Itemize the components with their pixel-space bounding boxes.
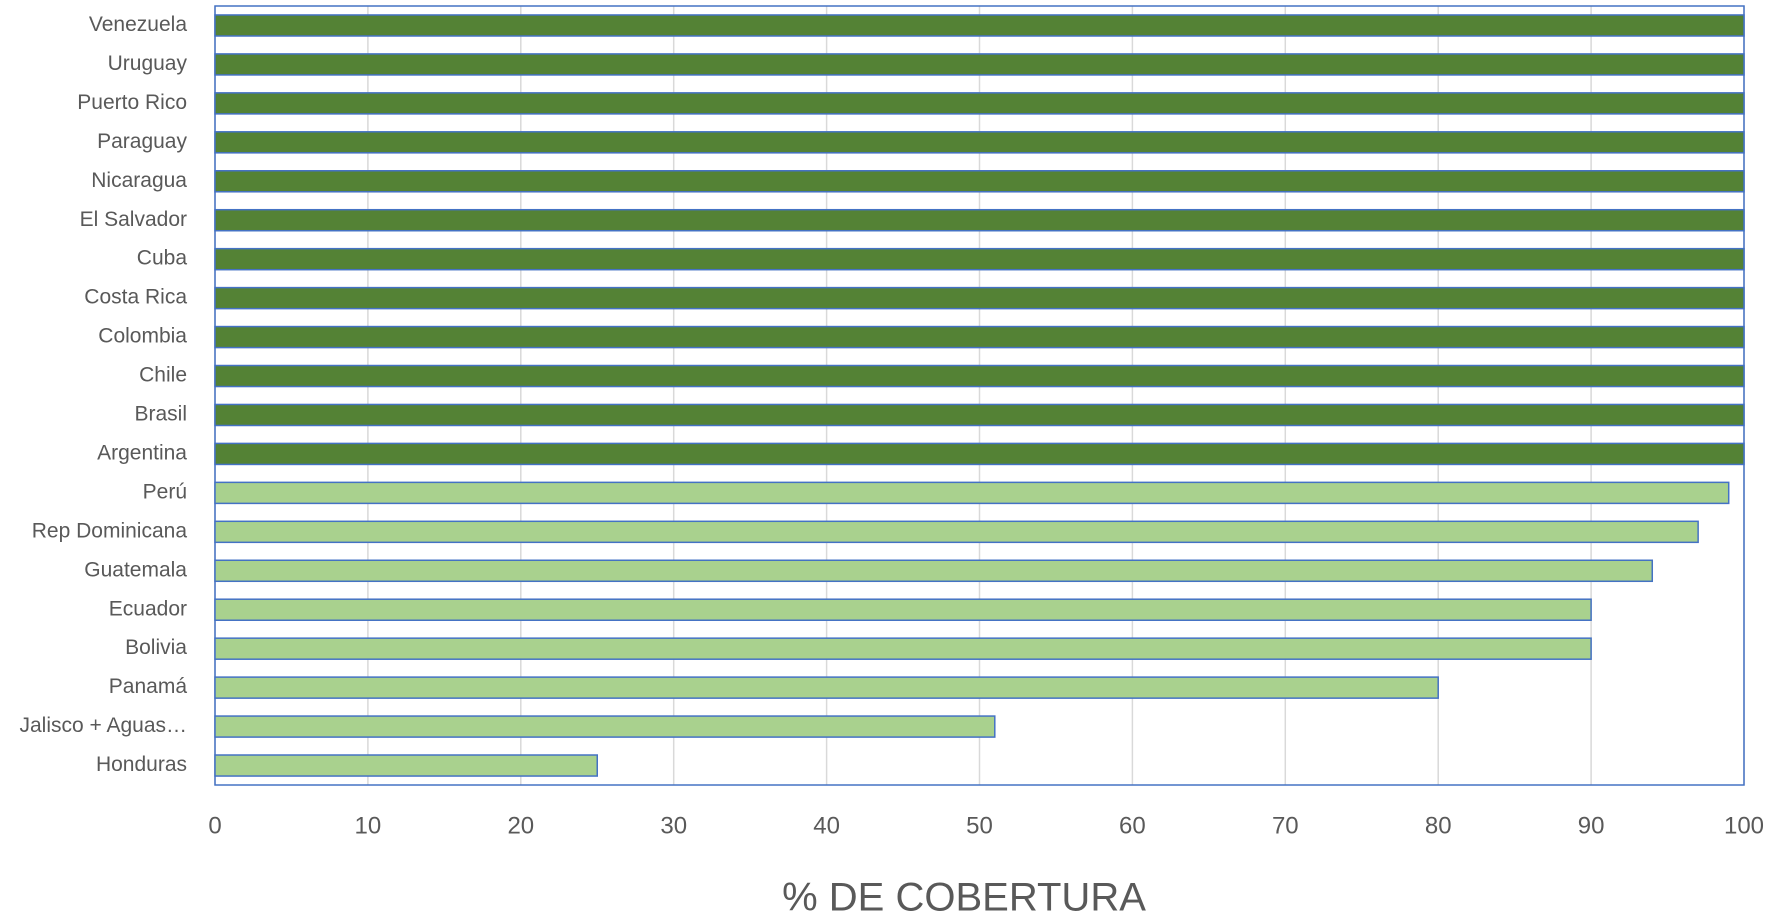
y-tick-label: El Salvador (80, 208, 187, 231)
y-tick-label: Rep Dominicana (32, 519, 188, 542)
y-tick-label: Nicaragua (91, 169, 187, 192)
x-tick-label: 100 (1724, 812, 1764, 839)
y-tick-label: Argentina (97, 441, 187, 464)
bar (214, 286, 1745, 310)
bar (214, 364, 1745, 388)
y-tick-label: Cuba (137, 247, 188, 270)
plot-frame (214, 5, 1745, 786)
y-tick-label: Costa Rica (84, 286, 187, 309)
y-tick-label: Guatemala (84, 558, 187, 581)
y-tick-label: Puerto Rico (77, 91, 187, 114)
bar (214, 754, 598, 777)
bar (214, 208, 1745, 232)
bar (214, 637, 1592, 660)
y-tick-label: Bolivia (125, 636, 187, 659)
y-tick-label: Ecuador (109, 597, 187, 620)
y-tick-label: Uruguay (108, 52, 188, 75)
x-tick-label: 80 (1425, 812, 1452, 839)
x-tick-label: 50 (966, 812, 993, 839)
bar (214, 598, 1592, 621)
bar (214, 676, 1439, 699)
bar (214, 481, 1730, 505)
bar (214, 92, 1745, 115)
bar (214, 403, 1745, 427)
bar (214, 53, 1745, 76)
bar (214, 520, 1699, 544)
y-tick-label: Brasil (134, 403, 187, 426)
bar (214, 442, 1745, 466)
x-tick-label: 60 (1119, 812, 1146, 839)
x-tick-label: 30 (660, 812, 687, 839)
bar (214, 325, 1745, 349)
y-tick-label: Chile (139, 364, 187, 387)
x-axis-title: % DE COBERTURA (782, 876, 1146, 920)
bar (214, 14, 1745, 37)
x-tick-label: 0 (208, 812, 221, 839)
y-tick-label: Colombia (98, 325, 187, 348)
x-tick-label: 40 (813, 812, 840, 839)
x-tick-label: 10 (355, 812, 382, 839)
y-tick-label: Jalisco + Aguas… (19, 714, 187, 737)
y-tick-label: Paraguay (97, 130, 187, 153)
x-tick-label: 20 (507, 812, 534, 839)
y-tick-label: Panamá (109, 675, 188, 698)
bar (214, 715, 996, 738)
y-tick-label: Honduras (96, 753, 187, 776)
y-tick-label: Venezuela (89, 13, 187, 36)
bar (214, 559, 1654, 583)
y-tick-label: Perú (143, 480, 187, 503)
x-tick-label: 90 (1578, 812, 1605, 839)
bar (214, 131, 1745, 154)
bar (214, 247, 1745, 271)
x-tick-label: 70 (1272, 812, 1299, 839)
bar (214, 170, 1745, 193)
